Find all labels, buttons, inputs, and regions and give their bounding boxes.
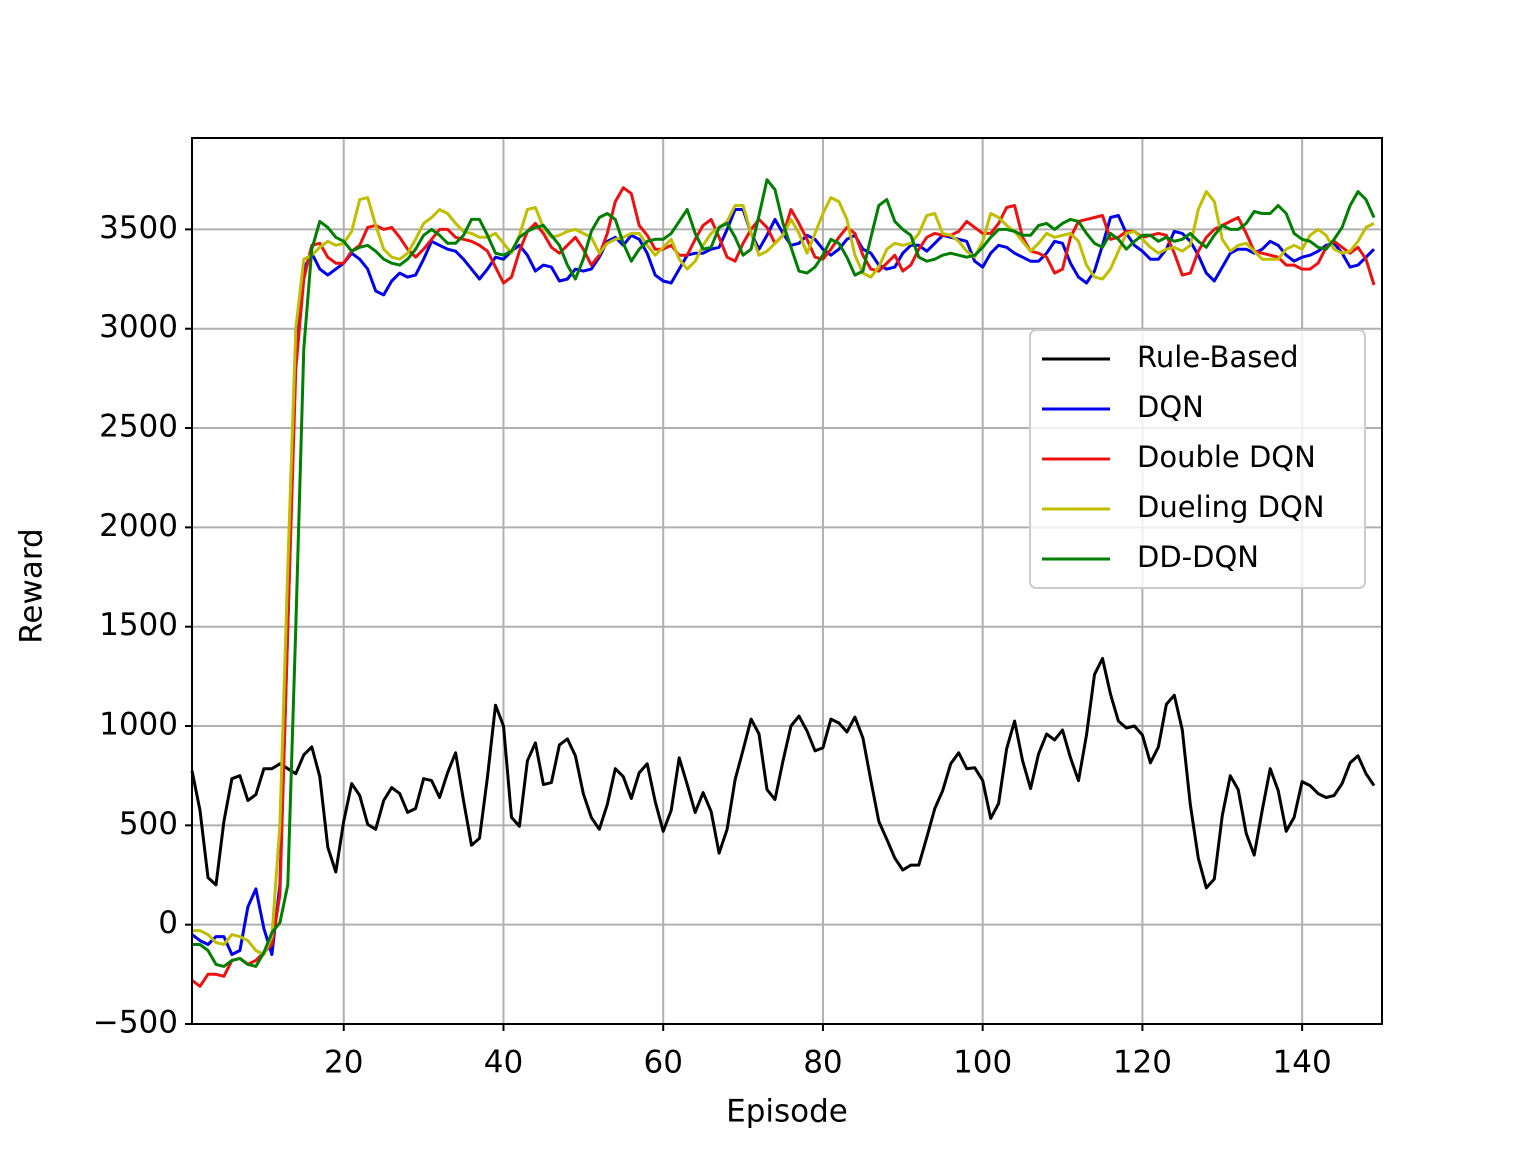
y-tick-label: 2500 [99, 409, 178, 445]
y-tick-label: 2000 [99, 508, 178, 544]
plot-frame [191, 137, 1383, 1025]
series-line [192, 190, 1375, 956]
legend-label: Dueling DQN [1137, 490, 1325, 524]
legend-label: DQN [1137, 390, 1204, 424]
legend-label: Rule-Based [1137, 340, 1299, 374]
legend-label: Double DQN [1137, 440, 1316, 474]
plot-lines [190, 178, 1376, 988]
y-tick-label: 3000 [99, 309, 178, 345]
x-tick-label: 40 [484, 1045, 523, 1081]
y-axis-label: Reward [14, 528, 50, 643]
series-line [192, 178, 1376, 968]
series-line [190, 657, 1376, 890]
y-tick-label: 1000 [99, 707, 178, 743]
legend-box [1029, 329, 1366, 589]
x-tick-label: 20 [324, 1045, 363, 1081]
y-tick-label: 3500 [99, 210, 178, 246]
x-axis-label: Episode [726, 1094, 848, 1130]
y-tick-label: −500 [93, 1005, 178, 1041]
legend-label: DD-DQN [1137, 540, 1259, 574]
y-tick-label: 500 [119, 806, 178, 842]
x-tick-label: 120 [1113, 1045, 1172, 1081]
x-tick-label: 140 [1273, 1045, 1332, 1081]
x-tick-label: 80 [803, 1045, 842, 1081]
legend: Rule-Based DQN Double DQN Dueling DQN DD-DQN [1029, 329, 1366, 589]
y-tick-label: 1500 [99, 607, 178, 643]
x-tick-label: 100 [953, 1045, 1012, 1081]
x-tick-label: 60 [643, 1045, 682, 1081]
y-tick-label: 0 [158, 905, 178, 941]
